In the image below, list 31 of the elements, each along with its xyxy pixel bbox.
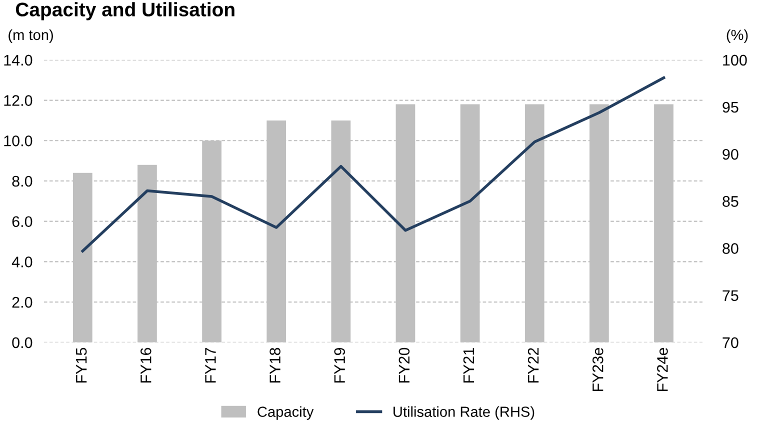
x-tick-label: FY16 bbox=[140, 348, 152, 383]
y-tick-label: 6.0 bbox=[12, 216, 32, 228]
y-tick-label: 10.0 bbox=[4, 135, 32, 146]
x-tick-label: FY20 bbox=[398, 348, 410, 383]
y-tick-label: 12.0 bbox=[4, 95, 32, 106]
y-tick-label: 4.0 bbox=[12, 256, 32, 268]
y2-tick-label: 100 bbox=[723, 54, 747, 66]
y-tick-label: 0.0 bbox=[12, 337, 32, 348]
y-axis-title: (m ton) bbox=[8, 29, 53, 43]
y2-tick-label: 90 bbox=[722, 148, 738, 160]
y-tick-label: 14.0 bbox=[4, 54, 32, 66]
y-tick-label: 2.0 bbox=[12, 296, 32, 308]
y-tick-label: 8.0 bbox=[12, 176, 32, 187]
legend-label: Capacity bbox=[258, 406, 314, 420]
y2-tick-label: 75 bbox=[722, 290, 738, 302]
line-series bbox=[81, 76, 666, 252]
x-tick-label: FY17 bbox=[205, 348, 216, 383]
x-tick-label: FY24e bbox=[657, 348, 668, 392]
x-tick-label: FY15 bbox=[76, 348, 87, 383]
x-tick-label: FY23e bbox=[592, 348, 604, 392]
x-tick-label: FY18 bbox=[270, 348, 280, 383]
y2-axis-title: (%) bbox=[726, 29, 748, 43]
x-tick-label: FY19 bbox=[334, 348, 346, 383]
y2-tick-label: 85 bbox=[722, 196, 738, 207]
y2-tick-label: 70 bbox=[722, 337, 738, 348]
x-tick-label: FY22 bbox=[528, 348, 539, 383]
x-tick-label: FY21 bbox=[463, 348, 474, 383]
chart-title: Capacity and Utilisation bbox=[16, 2, 234, 20]
y2-tick-label: 95 bbox=[722, 102, 738, 113]
y2-tick-label: 80 bbox=[722, 243, 738, 254]
legend-label: Utilisation Rate (RHS) bbox=[394, 406, 534, 420]
